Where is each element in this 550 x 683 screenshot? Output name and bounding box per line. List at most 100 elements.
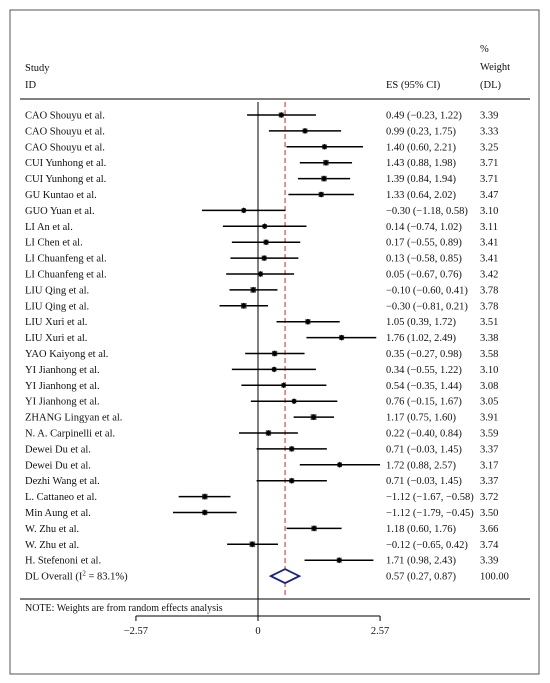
effect-size-text: 1.72 (0.88, 2.57) (386, 460, 456, 471)
effect-size-text: 0.17 (−0.55, 0.89) (386, 238, 462, 249)
study-row: LI Chen et al. 0.17 (−0.55, 0.89) 3.41 (25, 238, 498, 249)
point-estimate-marker (336, 461, 343, 468)
point-estimate-marker (240, 302, 247, 309)
weight-text: 3.71 (480, 174, 498, 185)
point-estimate-marker (288, 445, 295, 452)
study-label: W. Zhu et al. (25, 540, 79, 551)
study-label: LI Chuanfeng et al. (25, 254, 107, 265)
axes-layer: −2.57 0 2.57 (124, 102, 389, 637)
header-weight-dl: (DL) (480, 80, 501, 91)
point-estimate-marker (201, 509, 208, 516)
study-label: N. A. Carpinelli et al. (25, 429, 115, 440)
effect-size-text: 1.18 (0.60, 1.76) (386, 524, 456, 535)
header-id: ID (25, 80, 36, 91)
overall-weight-text: 100.00 (480, 572, 509, 583)
study-row: LIU Qing et al. −0.10 (−0.60, 0.41) 3.78 (25, 285, 498, 296)
study-label: CAO Shouyu et al. (25, 126, 105, 137)
effect-size-text: 1.33 (0.64, 2.02) (386, 190, 456, 201)
study-row: CUI Yunhong et al. 1.39 (0.84, 1.94) 3.71 (25, 174, 498, 185)
study-row: YI Jianhong et al. 0.54 (−0.35, 1.44) 3.08 (25, 381, 498, 392)
effect-size-text: 0.99 (0.23, 1.75) (386, 126, 456, 137)
overall-layer: DL Overall (I2 = 83.1%) 0.57 (0.27, 0.87)… (25, 568, 509, 585)
point-estimate-marker (318, 191, 325, 198)
effect-size-text: −0.30 (−0.81, 0.21) (386, 301, 468, 312)
point-estimate-marker (250, 286, 257, 293)
weight-text: 3.10 (480, 206, 498, 217)
study-row: LIU Xuri et al. 1.05 (0.39, 1.72) 3.51 (25, 317, 498, 328)
study-label: YI Jianhong et al. (25, 397, 100, 408)
weight-text: 3.17 (480, 460, 498, 471)
study-row: Dezhi Wang et al. 0.71 (−0.03, 1.45) 3.37 (25, 476, 498, 487)
study-label: GUO Yuan et al. (25, 206, 95, 217)
weight-text: 3.25 (480, 142, 498, 153)
study-label: LI Chen et al. (25, 238, 83, 249)
x-tick-label: 2.57 (371, 626, 389, 637)
weight-text: 3.78 (480, 285, 498, 296)
x-tick-label: 0 (255, 626, 260, 637)
study-row: N. A. Carpinelli et al. 0.22 (−0.40, 0.84… (25, 429, 498, 440)
study-label: GU Kuntao et al. (25, 190, 97, 201)
effect-size-text: 0.14 (−0.74, 1.02) (386, 222, 462, 233)
header-weight: Weight (480, 62, 510, 73)
study-row: LI An et al. 0.14 (−0.74, 1.02) 3.11 (25, 222, 498, 233)
effect-size-text: 1.43 (0.88, 1.98) (386, 158, 456, 169)
study-label: LI An et al. (25, 222, 73, 233)
weight-text: 3.41 (480, 238, 498, 249)
study-label: Dewei Du et al. (25, 444, 91, 455)
study-row: Dewei Du et al. 0.71 (−0.03, 1.45) 3.37 (25, 444, 498, 455)
effect-size-text: −0.10 (−0.60, 0.41) (386, 285, 468, 296)
study-label: CAO Shouyu et al. (25, 142, 105, 153)
weight-text: 3.74 (480, 540, 499, 551)
effect-size-text: 0.35 (−0.27, 0.98) (386, 349, 462, 360)
study-label: LIU Qing et al. (25, 301, 89, 312)
point-estimate-marker (280, 382, 287, 389)
study-row: CAO Shouyu et al. 0.49 (−0.23, 1.22) 3.39 (25, 111, 498, 122)
point-estimate-marker (336, 557, 343, 564)
point-estimate-marker (240, 207, 247, 214)
weight-text: 3.08 (480, 381, 498, 392)
overall-label: DL Overall (I2 = 83.1%) (25, 570, 128, 583)
x-tick-label: −2.57 (124, 626, 148, 637)
header-weight-percent: % (480, 44, 489, 55)
effect-size-text: −0.30 (−1.18, 0.58) (386, 206, 468, 217)
weight-text: 3.59 (480, 429, 498, 440)
study-row: L. Cattaneo et al. −1.12 (−1.67, −0.58) 3.… (25, 492, 498, 503)
weight-text: 3.39 (480, 111, 498, 122)
point-estimate-marker (288, 477, 295, 484)
study-label: W. Zhu et al. (25, 524, 79, 535)
effect-size-text: 0.49 (−0.23, 1.22) (386, 111, 462, 122)
effect-size-text: 1.71 (0.98, 2.43) (386, 556, 456, 567)
point-estimate-marker (322, 159, 329, 166)
study-label: CUI Yunhong et al. (25, 174, 106, 185)
weight-text: 3.42 (480, 270, 498, 281)
study-row: GUO Yuan et al. −0.30 (−1.18, 0.58) 3.10 (25, 206, 498, 217)
point-estimate-marker (263, 239, 270, 246)
point-estimate-marker (338, 334, 345, 341)
effect-size-text: 0.34 (−0.55, 1.22) (386, 365, 462, 376)
study-label: L. Cattaneo et al. (25, 492, 97, 503)
study-row: YI Jianhong et al. 0.76 (−0.15, 1.67) 3.05 (25, 397, 498, 408)
point-estimate-marker (261, 223, 268, 230)
point-estimate-marker (278, 112, 285, 118)
weight-text: 3.37 (480, 444, 498, 455)
effect-size-text: −0.12 (−0.65, 0.42) (386, 540, 468, 551)
weight-text: 3.78 (480, 301, 498, 312)
study-label: LIU Xuri et al. (25, 333, 87, 344)
effect-size-text: 0.13 (−0.58, 0.85) (386, 254, 462, 265)
study-label: YI Jianhong et al. (25, 381, 100, 392)
weight-text: 3.58 (480, 349, 498, 360)
effect-size-text: 1.17 (0.75, 1.60) (386, 413, 456, 424)
study-row: LI Chuanfeng et al. 0.05 (−0.67, 0.76) 3.4… (25, 270, 498, 281)
weight-text: 3.33 (480, 126, 498, 137)
effect-size-text: 0.54 (−0.35, 1.44) (386, 381, 462, 392)
study-label: CAO Shouyu et al. (25, 111, 105, 122)
study-label: CUI Yunhong et al. (25, 158, 106, 169)
weight-text: 3.10 (480, 365, 498, 376)
effect-size-text: 1.05 (0.39, 1.72) (386, 317, 456, 328)
weight-text: 3.11 (480, 222, 498, 233)
study-row: CAO Shouyu et al. 0.99 (0.23, 1.75) 3.33 (25, 126, 498, 137)
study-label: Dewei Du et al. (25, 460, 91, 471)
rows-layer: CAO Shouyu et al. 0.49 (−0.23, 1.22) 3.39C… (25, 111, 499, 567)
effect-size-text: 1.76 (1.02, 2.49) (386, 333, 456, 344)
